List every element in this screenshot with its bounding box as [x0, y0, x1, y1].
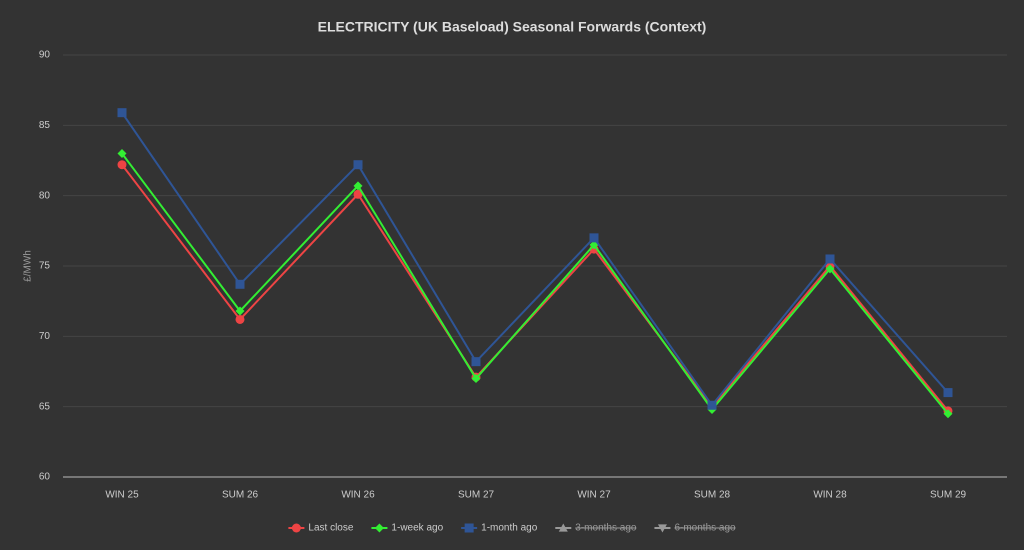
y-tick-label: 70: [39, 331, 51, 342]
marker: [353, 181, 363, 191]
marker: [943, 409, 953, 419]
marker: [471, 357, 481, 367]
x-tick-label: WIN 26: [341, 490, 375, 501]
marker: [117, 148, 127, 158]
marker: [657, 524, 667, 533]
x-tick-label: WIN 27: [577, 490, 611, 501]
y-tick-label: 80: [39, 190, 51, 201]
legend-item[interactable]: 1-month ago: [461, 523, 538, 534]
marker: [558, 523, 568, 532]
series-line: [121, 112, 949, 407]
y-tick-label: 65: [39, 401, 51, 412]
marker: [464, 523, 474, 533]
series-line: [121, 152, 949, 415]
x-tick-label: SUM 28: [694, 490, 731, 501]
x-tick-label: SUM 29: [930, 490, 967, 501]
marker: [291, 523, 301, 533]
legend-label: 3-months ago: [575, 523, 637, 534]
marker: [117, 160, 127, 170]
x-tick-label: WIN 25: [105, 490, 139, 501]
legend-label: 6-months ago: [674, 523, 736, 534]
legend-label: 1-week ago: [391, 523, 443, 534]
marker: [235, 279, 245, 289]
x-tick-label: SUM 27: [458, 490, 495, 501]
marker: [374, 523, 384, 533]
marker: [471, 374, 481, 384]
marker: [707, 400, 717, 410]
y-tick-label: 75: [39, 261, 51, 272]
marker: [235, 306, 245, 316]
chart-title: ELECTRICITY (UK Baseload) Seasonal Forwa…: [318, 19, 707, 35]
marker: [943, 388, 953, 398]
marker: [825, 254, 835, 264]
marker: [353, 189, 363, 199]
legend-item[interactable]: 3-months ago: [555, 523, 637, 534]
legend-item[interactable]: 1-week ago: [371, 523, 444, 534]
legend-item[interactable]: 6-months ago: [654, 523, 736, 534]
legend-label: 1-month ago: [481, 523, 538, 534]
legend: Last close 1-week ago 1-month ago 3-months …: [288, 523, 736, 534]
legend-label: Last close: [308, 523, 353, 534]
y-axis-label: £/MWh: [23, 250, 34, 282]
y-tick-label: 60: [39, 472, 51, 483]
y-tick-label: 90: [39, 50, 51, 61]
legend-item[interactable]: Last close: [288, 523, 354, 534]
y-tick-label: 85: [39, 120, 51, 131]
x-tick-label: WIN 28: [813, 490, 847, 501]
x-tick-label: SUM 26: [222, 490, 259, 501]
marker: [117, 108, 127, 118]
marker: [589, 233, 599, 243]
marker: [353, 160, 363, 170]
marker: [825, 264, 835, 274]
marker: [235, 314, 245, 324]
